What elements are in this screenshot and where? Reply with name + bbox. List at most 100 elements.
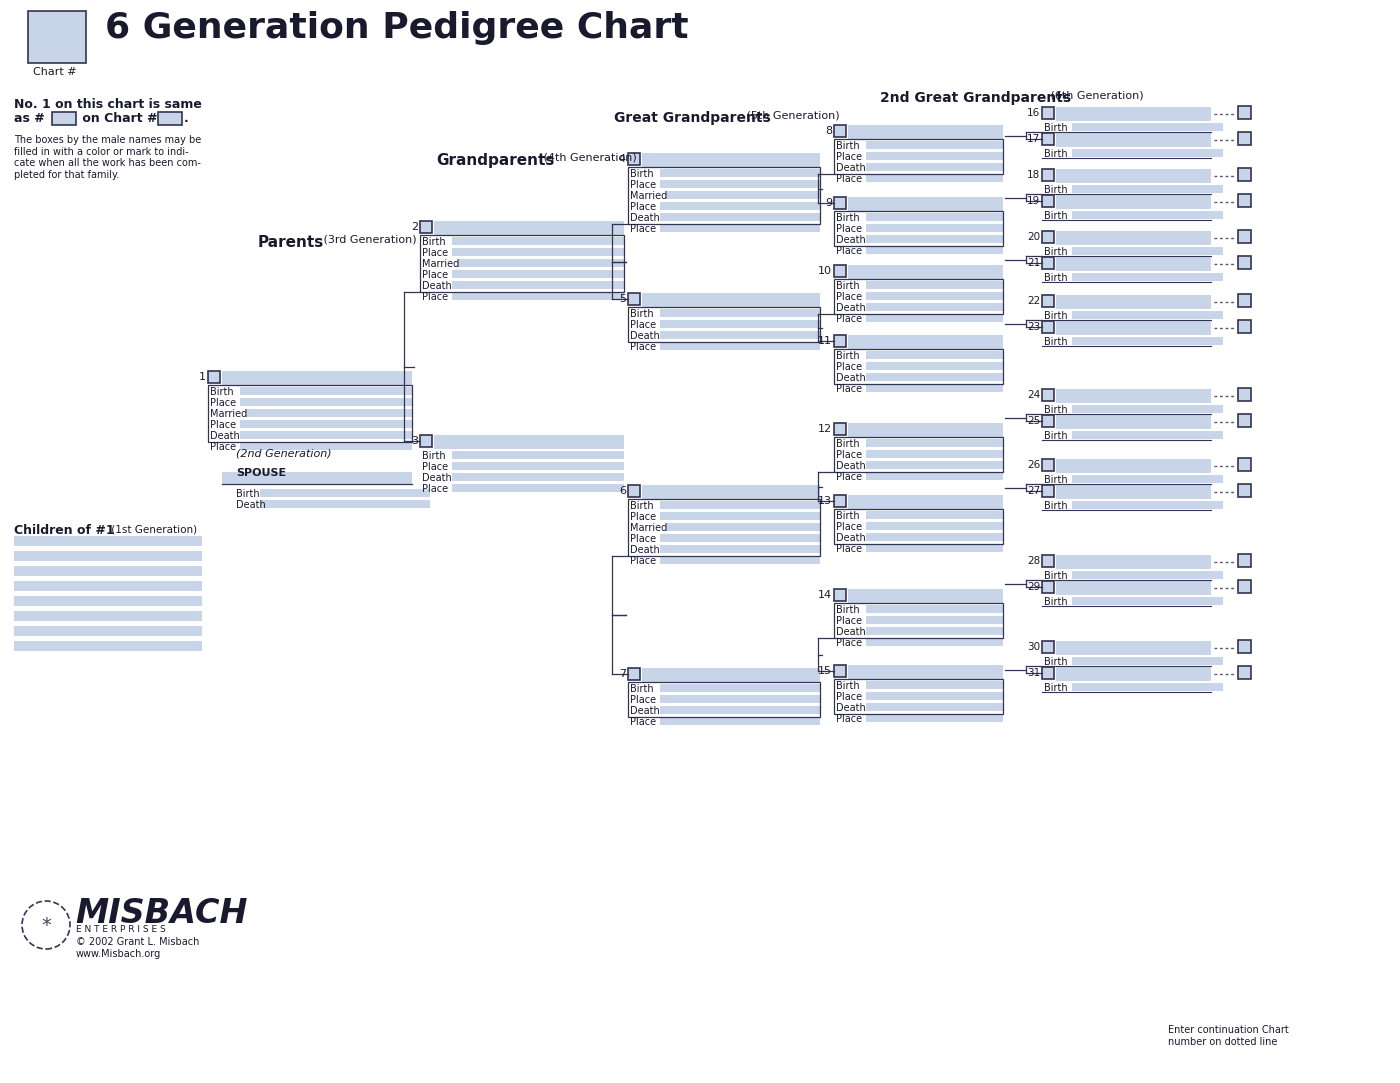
- Text: 20: 20: [1026, 232, 1040, 242]
- Bar: [1238, 168, 1252, 181]
- Text: Birth: Birth: [1044, 149, 1068, 159]
- Bar: [1056, 195, 1211, 209]
- Bar: [434, 221, 624, 235]
- Text: Death: Death: [836, 627, 865, 637]
- Text: Birth: Birth: [421, 451, 445, 461]
- Bar: [28, 11, 85, 63]
- Text: 6 Generation Pedigree Chart: 6 Generation Pedigree Chart: [105, 11, 689, 45]
- Text: Death: Death: [421, 280, 452, 291]
- Text: Birth: Birth: [630, 501, 654, 511]
- Bar: [867, 605, 1002, 613]
- Bar: [867, 224, 1002, 232]
- Bar: [1056, 257, 1211, 271]
- Bar: [1072, 211, 1224, 219]
- Text: 30: 30: [1026, 642, 1040, 652]
- Text: 24: 24: [1026, 390, 1040, 400]
- Text: 19: 19: [1026, 196, 1040, 206]
- Text: 17: 17: [1026, 134, 1040, 144]
- Text: 6: 6: [619, 486, 626, 496]
- Bar: [434, 435, 624, 449]
- Text: 2: 2: [410, 222, 419, 232]
- Bar: [1238, 388, 1252, 401]
- Bar: [458, 259, 624, 268]
- Bar: [1072, 683, 1224, 691]
- Bar: [452, 484, 624, 492]
- Bar: [239, 420, 412, 428]
- Text: Place: Place: [836, 714, 862, 725]
- Bar: [867, 235, 1002, 243]
- Text: 7: 7: [619, 669, 626, 679]
- Bar: [1056, 169, 1211, 183]
- Bar: [659, 512, 820, 520]
- Bar: [659, 342, 820, 350]
- Text: Place: Place: [630, 342, 657, 352]
- Bar: [1238, 319, 1252, 332]
- Text: Place: Place: [630, 180, 657, 190]
- Text: Birth: Birth: [1044, 123, 1068, 133]
- Text: © 2002 Grant L. Misbach
www.Misbach.org: © 2002 Grant L. Misbach www.Misbach.org: [76, 937, 199, 958]
- Bar: [1042, 485, 1054, 497]
- Text: Place: Place: [836, 224, 862, 234]
- Text: Birth: Birth: [1044, 657, 1068, 667]
- Bar: [1072, 247, 1224, 255]
- Bar: [239, 387, 412, 395]
- Bar: [659, 169, 820, 177]
- Bar: [1056, 485, 1211, 499]
- Text: Birth: Birth: [1044, 311, 1068, 321]
- Bar: [1056, 321, 1211, 335]
- Bar: [1072, 475, 1224, 483]
- Text: 23: 23: [1026, 322, 1040, 332]
- Text: on Chart #: on Chart #: [78, 112, 157, 125]
- Bar: [834, 349, 1002, 384]
- Bar: [14, 611, 202, 621]
- Text: Birth: Birth: [836, 439, 860, 449]
- Bar: [1072, 501, 1224, 509]
- Bar: [834, 125, 846, 138]
- Text: Death: Death: [836, 164, 865, 173]
- Bar: [14, 641, 202, 651]
- Bar: [1056, 641, 1211, 655]
- Text: Birth: Birth: [210, 387, 234, 397]
- Text: Birth: Birth: [836, 351, 860, 361]
- Text: Place: Place: [630, 717, 657, 727]
- Text: Birth: Birth: [1044, 683, 1068, 693]
- Text: Place: Place: [836, 174, 862, 184]
- Text: Chart #: Chart #: [34, 67, 77, 77]
- Bar: [1042, 641, 1054, 653]
- Text: Birth: Birth: [630, 169, 654, 179]
- Bar: [834, 509, 1002, 544]
- Bar: [629, 682, 820, 717]
- Text: Married: Married: [421, 259, 459, 269]
- Bar: [867, 533, 1002, 542]
- Text: The boxes by the male names may be
filled in with a color or mark to indi-
cate : The boxes by the male names may be fille…: [14, 135, 202, 180]
- Bar: [867, 351, 1002, 358]
- Bar: [1042, 107, 1054, 119]
- Bar: [246, 409, 412, 417]
- Bar: [1072, 597, 1224, 605]
- Bar: [452, 280, 624, 289]
- Text: 15: 15: [818, 666, 832, 676]
- Text: No. 1 on this chart is same: No. 1 on this chart is same: [14, 97, 202, 110]
- Bar: [834, 603, 1002, 638]
- Text: Place: Place: [836, 314, 862, 324]
- Text: 27: 27: [1026, 486, 1040, 496]
- Bar: [158, 112, 182, 125]
- Bar: [867, 384, 1002, 392]
- Bar: [867, 692, 1002, 700]
- Text: Place: Place: [630, 556, 657, 566]
- Text: (4th Generation): (4th Generation): [540, 153, 637, 164]
- Text: Birth: Birth: [1044, 475, 1068, 485]
- Bar: [1042, 321, 1054, 332]
- Text: Place: Place: [421, 462, 448, 472]
- Bar: [1072, 185, 1224, 193]
- Text: (5th Generation): (5th Generation): [743, 110, 840, 121]
- Text: as #: as #: [14, 112, 45, 125]
- Text: 16: 16: [1026, 108, 1040, 118]
- Bar: [1238, 293, 1252, 306]
- Bar: [659, 180, 820, 188]
- Bar: [452, 292, 624, 300]
- Bar: [867, 511, 1002, 519]
- Bar: [643, 153, 820, 167]
- Bar: [659, 309, 820, 317]
- Bar: [1238, 458, 1252, 471]
